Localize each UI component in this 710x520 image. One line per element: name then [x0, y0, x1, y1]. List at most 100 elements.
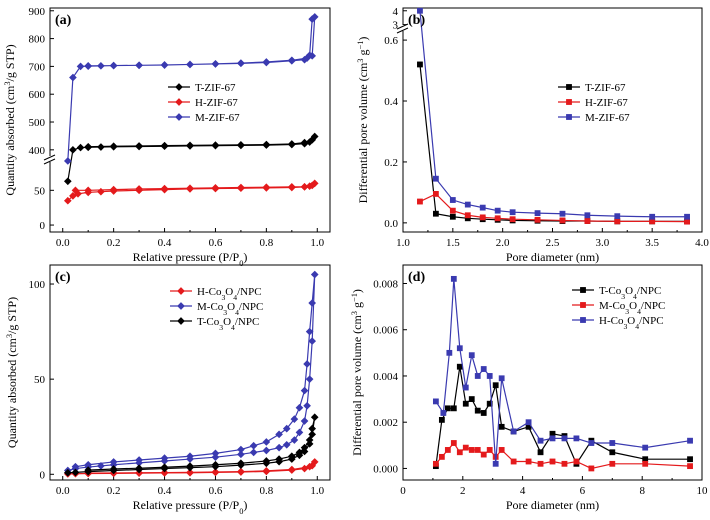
label-fragment: Differential pore volume (cm: [350, 315, 364, 456]
panel-a-point-m-zif-67: [211, 60, 220, 68]
panel-d-point-h-co3o4-npc: [440, 410, 447, 416]
label-subscript: 4: [633, 292, 637, 301]
panel-a-axis-break-mark: [43, 154, 56, 161]
panel-a-x-tick-label: 0.6: [209, 237, 223, 249]
panel-a-x-tick-label: 0.4: [158, 237, 172, 249]
panel-d-point-h-co3o4-npc: [486, 373, 493, 379]
label-fragment: o: [214, 316, 220, 328]
panel-c-point-m-co3o4-npc: [303, 360, 311, 368]
panel-a-point-t-zif-67: [63, 177, 72, 186]
panel-b-point-m-zif-67: [614, 213, 621, 220]
panel-c-point-h-co3o4-npc: [262, 467, 271, 475]
panel-c-legend-marker: [177, 287, 185, 295]
label-fragment: M-ZIF-67: [195, 112, 240, 124]
panel-d-point-m-co3o4-npc: [525, 458, 532, 465]
panel-d-legend-label: H-Co3O4/NPC: [599, 315, 664, 331]
panel-c-point-t-co3o4-npc: [308, 424, 317, 433]
panel-a-y-tick-label: 400: [29, 145, 46, 157]
panel-d-point-m-co3o4-npc: [444, 447, 451, 453]
panel-d-point-h-co3o4-npc: [525, 419, 532, 426]
panel-d-legend-label: T-Co3O4/NPC: [599, 285, 661, 301]
panel-d-point-m-co3o4-npc: [609, 460, 616, 467]
panel-d: 0 2 4 6 8 10 Pore diameter (nm) 0.000 0.002 0.004…: [350, 264, 709, 512]
panel-b-point-m-zif-67: [417, 7, 423, 14]
panel-c-y-tick-label: 50: [34, 374, 46, 386]
panel-c-legend-label: H-Co3O4/NPC: [197, 286, 262, 302]
panel-a-x-axis-label: Relative pressure (P/P0): [133, 250, 248, 268]
label-fragment: O: [625, 285, 633, 297]
panel-c-point-m-co3o4-npc: [135, 456, 143, 464]
panel-a-legend-label: T-ZIF-67: [195, 82, 236, 94]
panel-a-point-t-zif-67: [237, 140, 245, 149]
panel-c-point-m-co3o4-npc: [275, 443, 283, 452]
panel-a-point-m-zif-67: [63, 157, 72, 165]
panel-d-point-m-co3o4-npc: [537, 460, 544, 467]
panel-a-point-h-zif-67: [135, 185, 143, 193]
panel-c-point-t-co3o4-npc: [211, 460, 220, 469]
panel-b-legend-label: M-ZIF-67: [585, 112, 630, 124]
panel-a-series-h-zif-67: [63, 179, 319, 205]
panel-a-point-h-zif-67: [262, 183, 271, 192]
panel-a-point-m-zif-67: [76, 62, 85, 71]
panel-a-point-h-zif-67: [211, 184, 220, 192]
panel-d-point-t-co3o4-npc: [498, 423, 505, 430]
panel-b-point-m-zif-67: [559, 210, 566, 217]
panel-a-line-m-zif-67: [67, 15, 316, 161]
panel-d-point-h-co3o4-npc: [492, 460, 499, 467]
panel-b-y-tick-label: 3: [393, 20, 399, 32]
panel-b-point-m-zif-67: [584, 212, 591, 219]
panel-b-point-h-zif-67: [464, 212, 471, 219]
label-fragment: o: [216, 286, 222, 298]
label-fragment: Relative pressure (P/: [133, 250, 234, 264]
panel-d-point-h-co3o4-npc: [642, 444, 649, 451]
panel-b-legend-marker: [566, 99, 572, 105]
label-fragment: o: [620, 300, 626, 312]
label-fragment: O: [223, 316, 231, 328]
panel-d-point-h-co3o4-npc: [573, 435, 580, 442]
panel-d-point-t-co3o4-npc: [444, 405, 451, 412]
panel-d-point-m-co3o4-npc: [510, 458, 517, 465]
panel-d-series-t-co3o4-npc: [432, 363, 693, 470]
label-fragment: Relative pressure (P/: [133, 498, 234, 512]
label-fragment: o: [616, 285, 622, 297]
label-subscript: 4: [635, 322, 639, 331]
label-subscript: 4: [233, 293, 237, 302]
label-fragment: /g STP): [3, 44, 17, 81]
panel-a-point-t-zif-67: [211, 141, 220, 149]
panel-a-point-h-zif-67: [160, 184, 169, 193]
panel-d-point-m-co3o4-npc: [486, 447, 493, 453]
panel-d-point-t-co3o4-npc: [486, 400, 493, 407]
label-fragment: T-C: [599, 285, 616, 297]
panel-d-legend-marker: [580, 287, 586, 293]
panel-c-series-h-co3o4-npc: [63, 458, 319, 478]
panel-d-line-m-co3o4-npc: [435, 442, 691, 470]
panel-c-legend-entry: H-Co3O4/NPC: [170, 286, 262, 302]
label-fragment: g: [356, 50, 370, 59]
panel-c-point-m-co3o4-npc: [237, 450, 245, 459]
panel-a-point-m-zif-67: [160, 61, 169, 69]
panel-a-point-m-zif-67: [186, 60, 194, 69]
panel-d-point-m-co3o4-npc: [450, 440, 457, 446]
label-fragment: 3: [350, 311, 359, 315]
label-fragment: 3: [356, 59, 365, 63]
panel-c-point-t-co3o4-npc: [308, 430, 317, 439]
label-fragment: /NPC: [237, 286, 261, 298]
panel-c-legend-marker: [177, 317, 185, 325]
panel-a-legend-label: M-ZIF-67: [195, 112, 240, 124]
label-fragment: Differential pore volume (cm: [356, 62, 370, 203]
panel-b-series-m-zif-67: [417, 7, 690, 220]
panel-d-y-axis-label: Differential pore volume (cm3 g−1): [350, 289, 365, 456]
panel-d-point-m-co3o4-npc: [474, 447, 481, 453]
panel-a-point-m-zif-67: [303, 54, 311, 62]
panel-c-line-m-co3o4-npc: [67, 274, 316, 472]
label-fragment: M-ZIF-67: [585, 112, 630, 124]
panel-d-legend-label: M-Co3O4/NPC: [599, 300, 665, 316]
panel-c-point-m-co3o4-npc: [275, 430, 283, 439]
panel-c-point-m-co3o4-npc: [249, 448, 258, 457]
label-fragment: H-ZIF-67: [195, 97, 238, 109]
panel-b-point-m-zif-67: [509, 209, 516, 216]
panel-d-x-tick-label: 10: [697, 485, 709, 497]
panel-d-point-m-co3o4-npc: [642, 460, 649, 467]
panel-b-axis-break-gap: [398, 25, 408, 31]
panel-b-point-m-zif-67: [464, 201, 471, 208]
